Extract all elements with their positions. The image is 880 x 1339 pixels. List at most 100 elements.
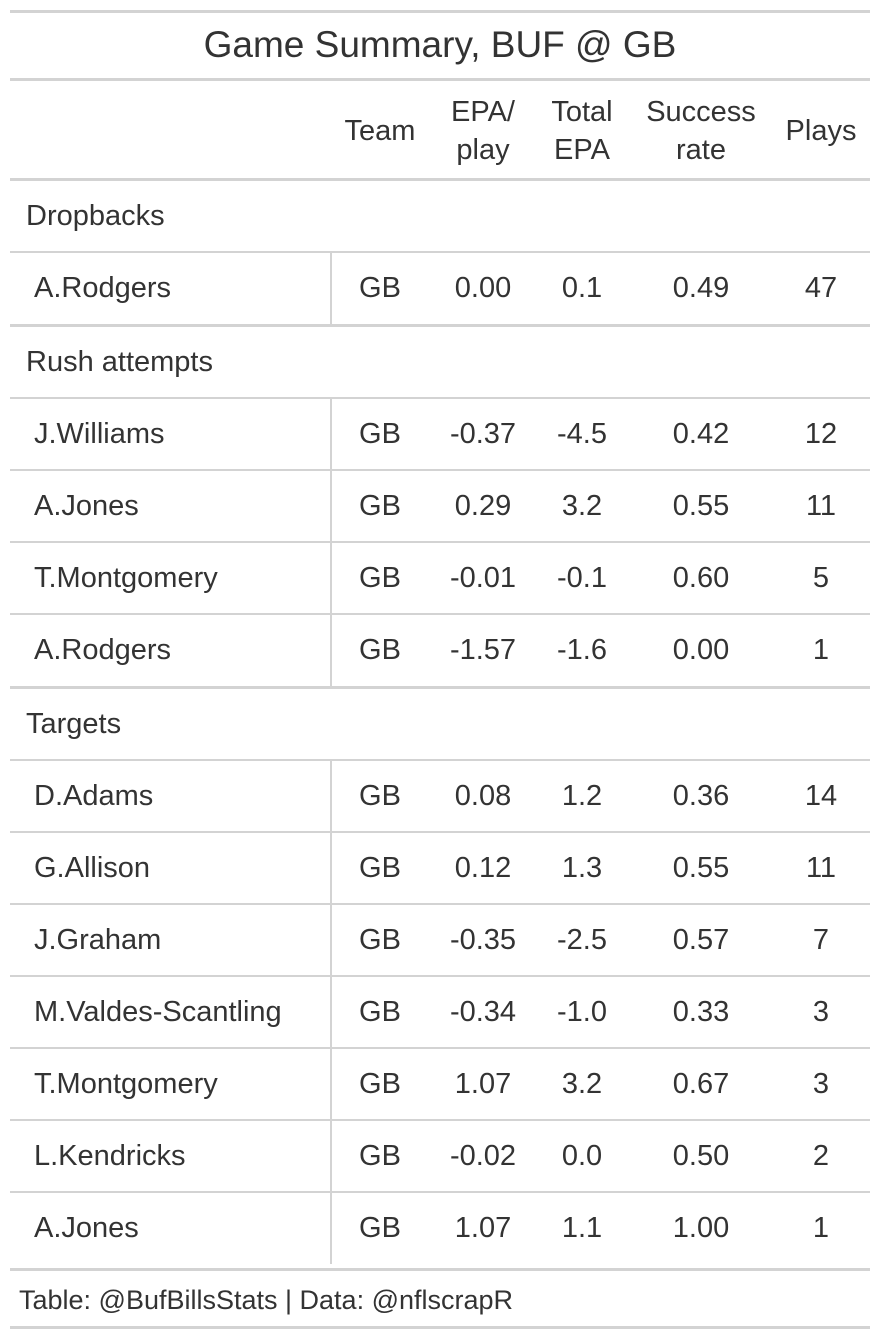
col-header-success-rate-line1: Success [646,95,756,128]
col-header-total-epa-line1: Total [551,95,613,128]
group-label: Dropbacks [26,199,165,232]
cell-team: GB [359,779,401,812]
cell-plays: 11 [805,851,837,884]
cell-epa-play: -0.35 [449,923,517,956]
cell-total-epa: 0.1 [561,271,603,304]
cell-total-epa: 1.3 [561,851,603,884]
row-divider [10,397,870,399]
cell-player: A.Rodgers [34,271,172,304]
cell-player: A.Jones [34,489,139,522]
col-header-team: Team [332,82,428,179]
cell-player: D.Adams [34,779,154,812]
cell-success-rate: 0.55 [672,489,730,522]
cell-success-rate: 0.55 [672,851,730,884]
cell-plays: 14 [804,779,838,812]
cell-player: A.Rodgers [34,633,172,666]
cell-epa-play: -0.37 [449,417,517,450]
cell-player: T.Montgomery [34,561,218,594]
row-divider [10,541,870,543]
cell-success-rate: 0.33 [672,995,730,1028]
cell-total-epa: 0.0 [561,1139,603,1172]
cell-team: GB [359,271,401,304]
row-divider [10,1047,870,1049]
cell-player: G.Allison [34,851,151,884]
cell-plays: 1 [812,633,830,666]
cell-plays: 7 [812,923,830,956]
row-divider [10,903,870,905]
cell-plays: 2 [812,1139,830,1172]
group-label: Targets [26,707,122,740]
group-label: Rush attempts [26,345,213,378]
cell-player: A.Jones [34,1211,139,1244]
table-row: A.Jones GB 1.07 1.1 1.00 1 [10,1192,870,1264]
col-header-epa-play: EPA/ play [434,82,532,179]
body-bottom-border [10,1268,870,1271]
group-divider [10,686,870,689]
top-border [10,10,870,13]
row-divider [10,251,870,253]
cell-total-epa: -1.6 [557,633,607,666]
table-row: A.Jones GB 0.29 3.2 0.55 11 [10,470,870,542]
row-divider [10,1191,870,1193]
cell-success-rate: 0.42 [672,417,730,450]
cell-success-rate: 0.60 [672,561,730,594]
col-header-epa-play-line1: EPA/ [451,95,515,128]
cell-success-rate: 1.00 [672,1211,730,1244]
group-divider [10,178,870,181]
cell-epa-play: -1.57 [449,633,517,666]
table-row: T.Montgomery GB 1.07 3.2 0.67 3 [10,1048,870,1120]
cell-success-rate: 0.67 [672,1067,730,1100]
row-group-separator [330,759,332,1264]
table-row: J.Graham GB -0.35 -2.5 0.57 7 [10,904,870,976]
cell-total-epa: -1.0 [557,995,607,1028]
col-header-success-rate: Success rate [632,82,770,179]
cell-plays: 12 [804,417,838,450]
row-divider [10,831,870,833]
cell-success-rate: 0.50 [672,1139,730,1172]
source-note: Table: @BufBillsStats | Data: @nflscrapR [19,1284,514,1315]
cell-total-epa: -4.5 [557,417,607,450]
cell-team: GB [359,923,401,956]
cell-team: GB [359,851,401,884]
cell-epa-play: 0.12 [454,851,512,884]
table-row: D.Adams GB 0.08 1.2 0.36 14 [10,760,870,832]
cell-plays: 47 [804,271,838,304]
row-divider [10,469,870,471]
cell-team: GB [359,633,401,666]
cell-team: GB [359,1211,401,1244]
cell-total-epa: 1.2 [561,779,603,812]
cell-epa-play: 0.08 [454,779,512,812]
col-header-plays: Plays [776,82,866,179]
cell-player: L.Kendricks [34,1139,186,1172]
table-row: T.Montgomery GB -0.01 -0.1 0.60 5 [10,542,870,614]
cell-plays: 5 [812,561,830,594]
cell-total-epa: 3.2 [561,489,603,522]
cell-team: GB [359,1067,401,1100]
table-row: M.Valdes-Scantling GB -0.34 -1.0 0.33 3 [10,976,870,1048]
bottom-border [10,1326,870,1329]
col-header-epa-play-line2: play [456,133,510,166]
cell-total-epa: 1.1 [561,1211,603,1244]
table-row: A.Rodgers GB 0.00 0.1 0.49 47 [10,252,870,324]
group-divider [10,324,870,327]
table-row: J.Williams GB -0.37 -4.5 0.42 12 [10,398,870,470]
cell-player: J.Williams [34,417,165,450]
row-group-separator [330,397,332,686]
cell-success-rate: 0.36 [672,779,730,812]
cell-success-rate: 0.57 [672,923,730,956]
cell-epa-play: -0.34 [449,995,517,1028]
cell-team: GB [359,561,401,594]
cell-epa-play: 1.07 [454,1211,512,1244]
col-header-team-label: Team [344,114,416,147]
cell-epa-play: 0.29 [454,489,512,522]
row-group-separator [330,251,332,324]
cell-epa-play: 0.00 [454,271,512,304]
cell-player: T.Montgomery [34,1067,218,1100]
table-title: Game Summary, BUF @ GB [203,23,677,65]
table-row: A.Rodgers GB -1.57 -1.6 0.00 1 [10,614,870,686]
cell-player: J.Graham [34,923,162,956]
cell-epa-play: 1.07 [454,1067,512,1100]
row-divider [10,1119,870,1121]
title-divider [10,78,870,81]
cell-team: GB [359,417,401,450]
